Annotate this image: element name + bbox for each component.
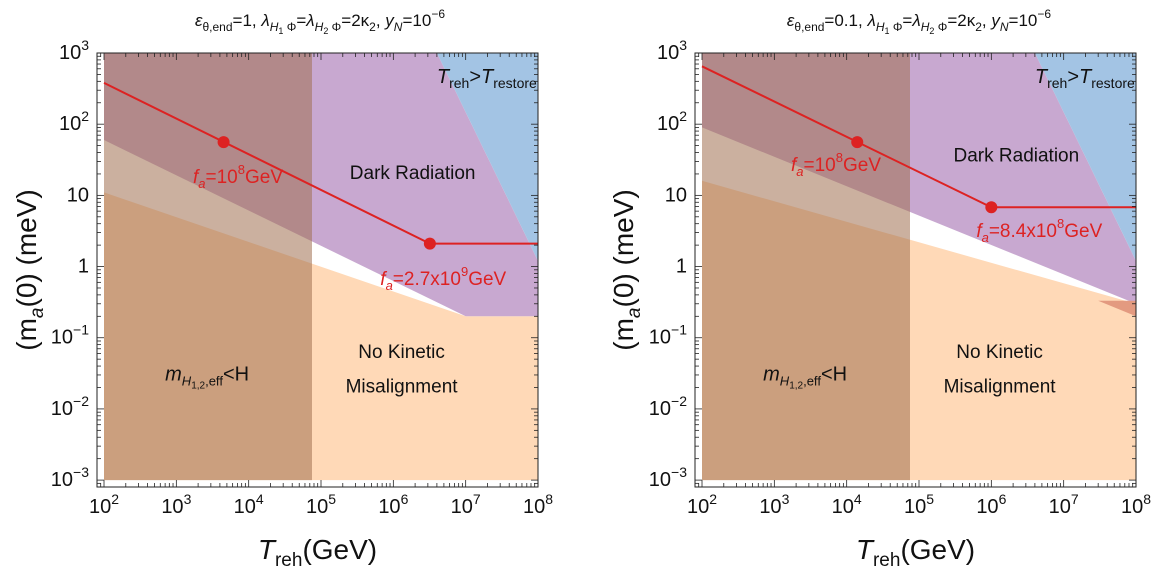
chart-title: εθ,end=0.1, λH1 Φ=λH2 Φ=2κ2, yN=10−6 (787, 7, 1051, 36)
x-tick-label-5: 106 (976, 491, 1006, 518)
chart-title: εθ,end=1, λH1 Φ=λH2 Φ=2κ2, yN=10−6 (195, 7, 445, 36)
y-tick-label-3: 10−1 (51, 322, 89, 349)
y-tick-label-4: 1 (676, 256, 687, 278)
regions (701, 53, 1136, 481)
x-tick-label-7: 108 (1121, 491, 1151, 518)
y-tick-label-7: 103 (657, 37, 687, 64)
annotation-dark-radiation: Dark Radiation (350, 163, 476, 184)
y-axis-label: (ma(0) (meV) (608, 189, 645, 350)
y-tick-label-1: 10−3 (51, 464, 89, 491)
annotation-nk2: Misalignment (346, 377, 459, 398)
y-tick-label-1: 10−3 (649, 464, 687, 491)
region-3 (436, 53, 538, 261)
region-4 (1098, 300, 1136, 317)
chart-panel-2: 102 103 104 105 106 107 108 10−3 10−2 10−1 1 10 102 1… (608, 7, 1151, 571)
annotation-treh-restore: Treh>Trestore (437, 66, 537, 91)
x-tick-label-6: 107 (451, 491, 481, 518)
y-tick-label-7: 103 (59, 37, 89, 64)
x-tick-label-4: 105 (306, 491, 336, 518)
annotation-nk1: No Kinetic (358, 342, 445, 363)
annotation-fa1: fa=108GeV (791, 150, 881, 179)
annotation-nk1: No Kinetic (956, 342, 1043, 363)
fa-marker-2 (985, 201, 998, 214)
fa-marker-2 (423, 237, 436, 250)
region-3 (1034, 53, 1136, 261)
annotation-mh-eff: mH1,2,eff<H (165, 364, 249, 392)
axis-ticks (694, 52, 1137, 488)
fa-marker-1 (851, 136, 864, 149)
annotation-dark-radiation: Dark Radiation (954, 145, 1080, 166)
x-axis-label: Treh(GeV) (258, 534, 377, 567)
x-tick-label-7: 108 (523, 491, 553, 518)
annotation-fa2: fa=8.4x108GeV (976, 216, 1102, 245)
x-tick-label-2: 103 (161, 491, 191, 518)
x-tick-label-3: 104 (832, 491, 862, 518)
x-tick-label-2: 103 (759, 491, 789, 518)
axis-ticks (96, 52, 539, 488)
annotation-fa2: fa=2.7x109GeV (380, 264, 506, 293)
x-tick-label-5: 106 (378, 491, 408, 518)
y-axis-label: (ma(0) (meV) (11, 189, 48, 350)
x-tick-label-3: 104 (234, 491, 264, 518)
y-tick-label-6: 102 (657, 108, 687, 135)
y-tick-label-3: 10−1 (649, 322, 687, 349)
y-tick-label-2: 10−2 (51, 393, 89, 420)
annotation-nk2: Misalignment (944, 377, 1057, 398)
y-tick-label-5: 10 (665, 184, 687, 206)
annotation-treh-restore: Treh>Trestore (1035, 66, 1135, 91)
y-tick-label-5: 10 (67, 184, 89, 206)
x-tick-label-1: 102 (687, 491, 717, 518)
region-5 (702, 53, 910, 481)
fa-marker-1 (217, 136, 230, 149)
x-axis-label: Treh(GeV) (856, 534, 975, 567)
y-tick-label-4: 1 (78, 256, 89, 278)
annotation-mh-eff: mH1,2,eff<H (763, 364, 847, 392)
annotation-fa1: fa=108GeV (193, 162, 283, 191)
x-tick-label-6: 107 (1049, 491, 1079, 518)
x-tick-label-4: 105 (904, 491, 934, 518)
region-4 (104, 53, 312, 481)
regions (103, 53, 538, 481)
chart-panel-1: 102 103 104 105 106 107 108 10−3 10−2 10−1 1 10 102 1… (11, 7, 553, 571)
x-tick-label-1: 102 (89, 491, 119, 518)
y-tick-label-6: 102 (59, 108, 89, 135)
y-tick-label-2: 10−2 (649, 393, 687, 420)
